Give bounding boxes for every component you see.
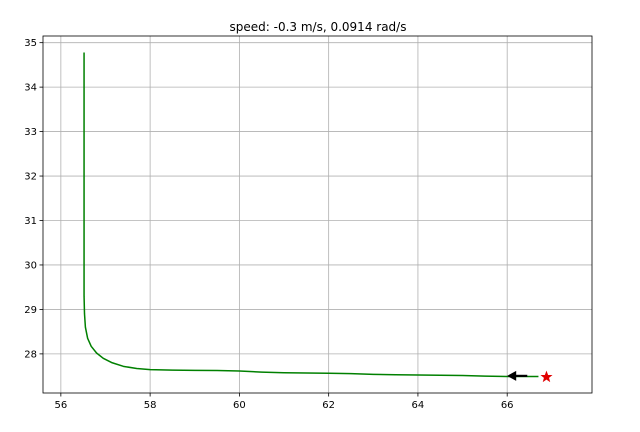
axes-frame: [42, 35, 593, 394]
series-layer: [83, 52, 539, 378]
y-tick-label: 30: [24, 260, 37, 271]
x-axis: 56 58 60 62 64 66: [54, 393, 514, 411]
y-tick-label: 32: [24, 172, 37, 183]
y-tick-label: 31: [24, 216, 37, 227]
x-tick-label: 56: [54, 400, 67, 411]
marker-layer: [507, 370, 553, 383]
x-tick-label: 58: [144, 400, 157, 411]
x-tick-label: 66: [501, 400, 514, 411]
goal-star-marker: [540, 370, 553, 383]
chart-title: speed: -0.3 m/s, 0.0914 rad/s: [230, 20, 407, 34]
x-tick-label: 60: [233, 400, 246, 411]
y-axis: 28 29 30 31 32 33 34 35: [24, 38, 43, 360]
x-tick-label: 64: [412, 400, 425, 411]
y-tick-label: 28: [24, 349, 37, 360]
grid: [43, 36, 592, 393]
robot-heading-arrow: [507, 370, 528, 381]
y-tick-label: 35: [24, 38, 37, 49]
trajectory-line: [83, 52, 539, 378]
y-tick-label: 33: [24, 127, 37, 138]
x-tick-label: 62: [322, 400, 335, 411]
y-tick-label: 34: [24, 83, 37, 94]
y-tick-label: 29: [24, 305, 37, 316]
